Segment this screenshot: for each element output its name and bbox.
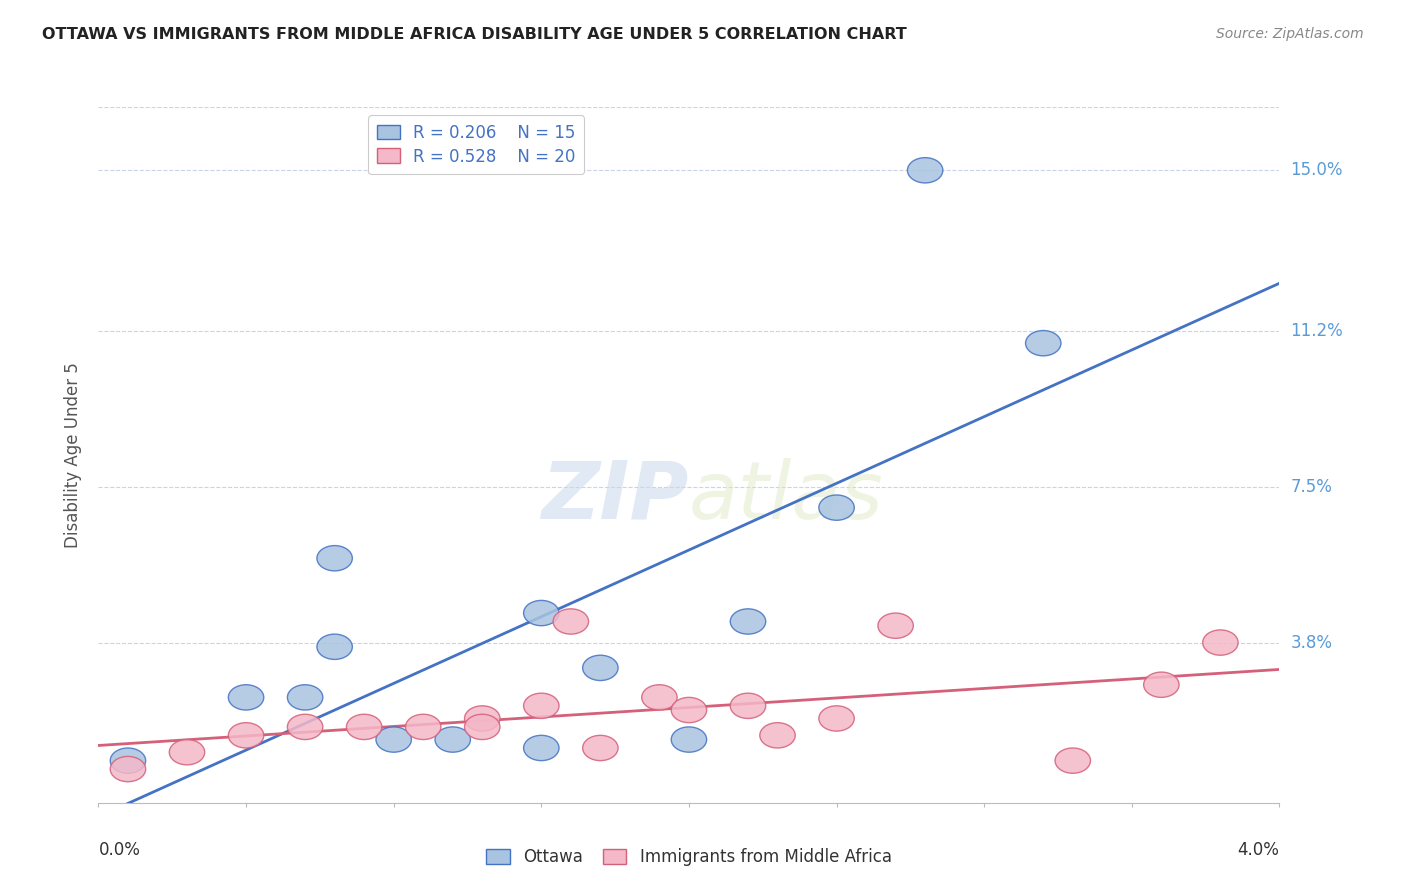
Ellipse shape (907, 158, 943, 183)
Ellipse shape (316, 546, 353, 571)
Text: ZIP: ZIP (541, 458, 689, 536)
Ellipse shape (818, 706, 855, 731)
Ellipse shape (730, 693, 766, 718)
Ellipse shape (316, 634, 353, 659)
Ellipse shape (346, 714, 382, 739)
Ellipse shape (110, 748, 146, 773)
Text: 11.2%: 11.2% (1291, 321, 1343, 340)
Ellipse shape (1054, 748, 1091, 773)
Text: atlas: atlas (689, 458, 884, 536)
Ellipse shape (671, 727, 707, 752)
Ellipse shape (1202, 630, 1239, 656)
Ellipse shape (1025, 331, 1062, 356)
Ellipse shape (523, 693, 560, 718)
Ellipse shape (582, 656, 619, 681)
Ellipse shape (818, 495, 855, 520)
Ellipse shape (228, 723, 264, 748)
Ellipse shape (671, 698, 707, 723)
Ellipse shape (375, 727, 412, 752)
Ellipse shape (1143, 672, 1180, 698)
Ellipse shape (523, 735, 560, 761)
Ellipse shape (730, 609, 766, 634)
Text: Source: ZipAtlas.com: Source: ZipAtlas.com (1216, 27, 1364, 41)
Ellipse shape (110, 756, 146, 781)
Ellipse shape (641, 685, 678, 710)
Text: 4.0%: 4.0% (1237, 841, 1279, 859)
Text: 0.0%: 0.0% (98, 841, 141, 859)
Ellipse shape (464, 706, 501, 731)
Ellipse shape (169, 739, 205, 764)
Text: 7.5%: 7.5% (1291, 477, 1333, 496)
Ellipse shape (582, 735, 619, 761)
Text: 3.8%: 3.8% (1291, 633, 1333, 651)
Ellipse shape (405, 714, 441, 739)
Ellipse shape (228, 685, 264, 710)
Legend: Ottawa, Immigrants from Middle Africa: Ottawa, Immigrants from Middle Africa (478, 839, 900, 874)
Ellipse shape (523, 600, 560, 625)
Ellipse shape (464, 714, 501, 739)
Ellipse shape (553, 609, 589, 634)
Ellipse shape (759, 723, 796, 748)
Text: 15.0%: 15.0% (1291, 161, 1343, 179)
Ellipse shape (877, 613, 914, 639)
Text: OTTAWA VS IMMIGRANTS FROM MIDDLE AFRICA DISABILITY AGE UNDER 5 CORRELATION CHART: OTTAWA VS IMMIGRANTS FROM MIDDLE AFRICA … (42, 27, 907, 42)
Y-axis label: Disability Age Under 5: Disability Age Under 5 (65, 362, 83, 548)
Ellipse shape (287, 714, 323, 739)
Ellipse shape (434, 727, 471, 752)
Ellipse shape (287, 685, 323, 710)
